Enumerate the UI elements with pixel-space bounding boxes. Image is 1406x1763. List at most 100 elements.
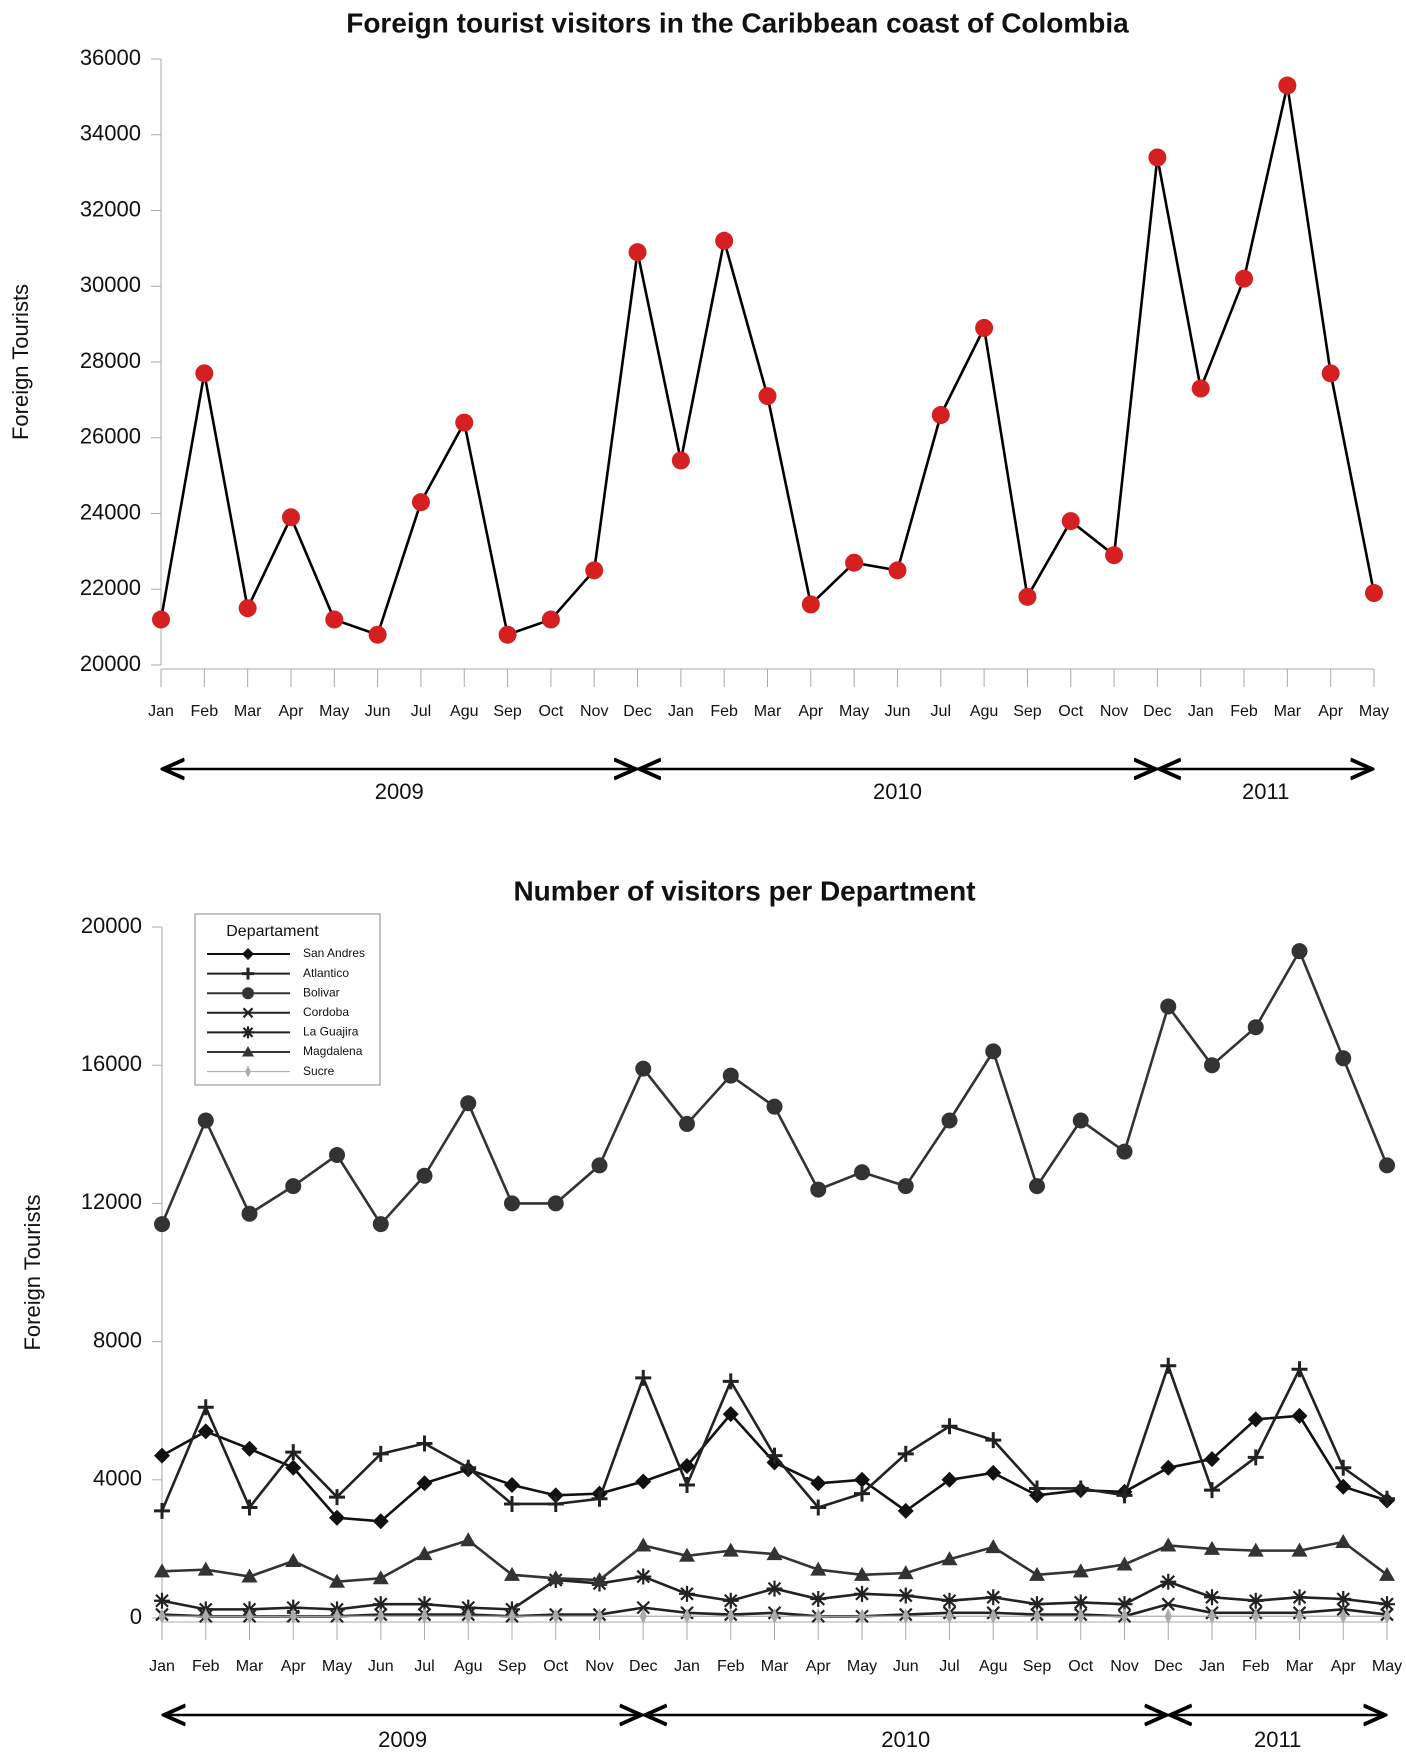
point xyxy=(547,1570,564,1585)
point xyxy=(1335,1478,1352,1495)
point xyxy=(854,1585,870,1602)
point xyxy=(1379,1490,1395,1507)
chart-title: Number of visitors per Department xyxy=(513,875,975,906)
point xyxy=(985,1464,1002,1481)
point xyxy=(464,1608,472,1625)
point xyxy=(1247,1411,1264,1428)
point xyxy=(715,231,734,250)
point xyxy=(1018,587,1037,606)
point xyxy=(1077,1608,1085,1625)
point xyxy=(372,1216,389,1233)
y-tick-label: 16000 xyxy=(81,1051,142,1076)
x-tick-label: Sep xyxy=(1023,1658,1052,1675)
point xyxy=(1033,1608,1041,1625)
y-tick-label: 8000 xyxy=(93,1327,142,1352)
point xyxy=(591,1157,608,1174)
point xyxy=(1291,1361,1308,1378)
point xyxy=(1072,1594,1089,1611)
point xyxy=(541,610,560,629)
x-tick-label: Feb xyxy=(717,1658,745,1675)
point xyxy=(460,1459,477,1476)
legend-marker xyxy=(242,1026,254,1039)
point xyxy=(202,1608,210,1625)
point xyxy=(1204,1589,1220,1606)
x-tick-label: Nov xyxy=(1100,703,1128,720)
x-tick-label: May xyxy=(839,703,869,720)
point xyxy=(547,1495,564,1512)
x-tick-label: Feb xyxy=(191,703,219,720)
y-axis-label: Foreign Tourists xyxy=(8,284,33,440)
point xyxy=(1160,1459,1177,1476)
x-tick-label: Jul xyxy=(939,1658,959,1675)
x-tick-label: Oct xyxy=(543,1658,568,1675)
point xyxy=(197,1561,214,1576)
point xyxy=(635,1568,652,1585)
point xyxy=(595,1608,604,1625)
x-tick-label: Jan xyxy=(668,703,694,720)
point xyxy=(508,1608,516,1625)
point xyxy=(197,1112,214,1129)
point xyxy=(1291,1589,1308,1606)
point xyxy=(854,1471,870,1488)
point xyxy=(325,610,344,629)
point xyxy=(727,1608,735,1625)
year-label: 2011 xyxy=(1242,779,1289,804)
y-tick-label: 30000 xyxy=(80,272,141,297)
point xyxy=(154,1447,170,1464)
point xyxy=(985,1539,1002,1554)
point xyxy=(989,1608,997,1625)
point xyxy=(941,1551,958,1566)
point xyxy=(722,1067,739,1084)
point xyxy=(329,1573,345,1588)
point xyxy=(1247,1019,1264,1036)
x-tick-label: May xyxy=(322,1658,352,1675)
x-tick-label: Nov xyxy=(580,703,608,720)
point xyxy=(1335,1591,1352,1607)
point xyxy=(281,508,300,527)
point xyxy=(722,1542,739,1557)
point xyxy=(289,1608,297,1625)
legend-label: La Guajira xyxy=(303,1025,359,1039)
point xyxy=(1204,1540,1220,1555)
x-tick-label: Mar xyxy=(1274,703,1302,720)
point xyxy=(945,1608,954,1625)
point xyxy=(941,1418,958,1435)
x-tick-label: Feb xyxy=(1242,1658,1270,1675)
point xyxy=(1379,1566,1395,1581)
point xyxy=(416,1435,433,1452)
y-tick-label: 32000 xyxy=(80,196,141,221)
point xyxy=(1161,1597,1176,1611)
point xyxy=(897,1587,914,1604)
year-label: 2009 xyxy=(375,779,424,804)
point xyxy=(1116,1556,1133,1571)
point xyxy=(1072,1480,1089,1497)
point xyxy=(854,1164,870,1181)
point xyxy=(1160,1573,1177,1590)
point xyxy=(1379,1596,1395,1613)
point xyxy=(897,1178,914,1195)
x-tick-label: Jun xyxy=(893,1658,919,1675)
x-tick-label: Jun xyxy=(885,703,911,720)
point xyxy=(1295,1608,1304,1625)
point xyxy=(504,1566,520,1581)
point xyxy=(368,625,387,644)
y-tick-label: 24000 xyxy=(80,499,141,524)
point xyxy=(801,595,820,614)
x-tick-label: Mar xyxy=(754,703,782,720)
point xyxy=(154,1592,170,1609)
point xyxy=(722,1592,739,1609)
legend-label: Sucre xyxy=(303,1064,335,1078)
legend-label: Atlantico xyxy=(303,966,349,980)
point xyxy=(1204,1482,1220,1499)
point xyxy=(931,406,950,425)
point xyxy=(504,1495,520,1512)
y-tick-label: 36000 xyxy=(80,45,141,70)
x-tick-label: Jun xyxy=(368,1658,394,1675)
point xyxy=(897,1502,914,1519)
point xyxy=(1335,1459,1352,1476)
point xyxy=(635,1060,652,1077)
legend-box xyxy=(194,913,381,1086)
x-tick-label: Mar xyxy=(234,703,262,720)
point xyxy=(679,1115,695,1132)
x-tick-label: Apr xyxy=(798,703,824,720)
